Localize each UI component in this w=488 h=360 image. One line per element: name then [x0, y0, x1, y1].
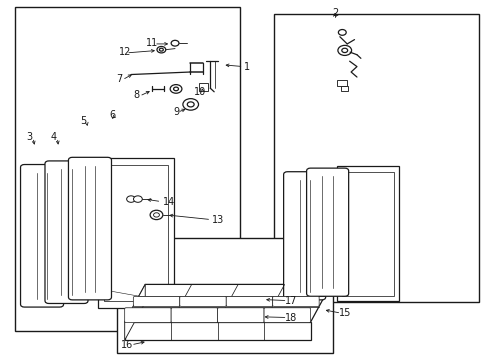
- Circle shape: [341, 48, 347, 53]
- Bar: [199, 83, 207, 91]
- FancyBboxPatch shape: [217, 308, 264, 323]
- FancyBboxPatch shape: [171, 308, 217, 323]
- Text: 7: 7: [117, 74, 122, 84]
- Circle shape: [183, 99, 198, 110]
- Bar: [15, 7, 239, 331]
- Bar: [273, 14, 478, 302]
- Text: 6: 6: [109, 110, 115, 120]
- Bar: [337, 166, 398, 301]
- Bar: [342, 172, 393, 296]
- Circle shape: [187, 102, 194, 107]
- Circle shape: [133, 196, 142, 202]
- Text: 15: 15: [338, 308, 350, 318]
- Bar: [337, 80, 346, 86]
- Circle shape: [159, 48, 163, 51]
- Text: 11: 11: [145, 38, 158, 48]
- Text: 16: 16: [121, 340, 133, 350]
- Text: 5: 5: [80, 116, 86, 126]
- Polygon shape: [124, 284, 145, 340]
- FancyBboxPatch shape: [20, 165, 63, 307]
- Text: 14: 14: [162, 197, 175, 207]
- FancyBboxPatch shape: [272, 297, 319, 306]
- Text: 9: 9: [173, 107, 179, 117]
- Polygon shape: [124, 284, 330, 322]
- Text: 12: 12: [118, 47, 131, 57]
- Circle shape: [153, 213, 159, 217]
- Bar: [98, 158, 173, 308]
- Text: 3: 3: [26, 132, 32, 142]
- Text: 17: 17: [284, 296, 297, 306]
- FancyBboxPatch shape: [264, 308, 310, 323]
- FancyBboxPatch shape: [306, 168, 348, 296]
- Bar: [341, 86, 347, 91]
- Circle shape: [337, 45, 351, 55]
- Bar: [117, 238, 332, 353]
- Bar: [103, 165, 167, 301]
- FancyBboxPatch shape: [226, 297, 272, 306]
- FancyBboxPatch shape: [180, 297, 226, 306]
- Text: 10: 10: [194, 87, 206, 97]
- Circle shape: [170, 85, 182, 93]
- Circle shape: [171, 40, 179, 46]
- Text: 1: 1: [244, 62, 249, 72]
- Text: 2: 2: [331, 8, 337, 18]
- FancyBboxPatch shape: [124, 308, 171, 323]
- Text: 13: 13: [211, 215, 224, 225]
- FancyBboxPatch shape: [68, 157, 111, 300]
- Text: 8: 8: [134, 90, 140, 100]
- Circle shape: [157, 46, 165, 53]
- Circle shape: [150, 210, 163, 220]
- FancyBboxPatch shape: [133, 297, 180, 306]
- FancyBboxPatch shape: [45, 161, 88, 303]
- FancyBboxPatch shape: [283, 172, 325, 300]
- Circle shape: [338, 30, 346, 35]
- Text: 4: 4: [51, 132, 57, 142]
- Polygon shape: [124, 322, 310, 340]
- Circle shape: [126, 196, 135, 202]
- Circle shape: [173, 87, 178, 91]
- Text: 18: 18: [284, 312, 297, 323]
